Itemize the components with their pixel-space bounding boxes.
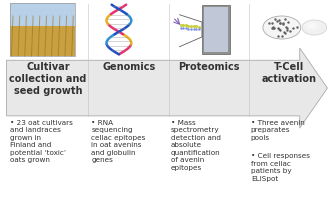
Bar bbox=[203, 7, 228, 52]
Circle shape bbox=[263, 16, 301, 39]
Text: • RNA
sequencing
celiac epitopes
in oat avenins
and globulin
genes: • RNA sequencing celiac epitopes in oat … bbox=[91, 120, 146, 163]
Text: Genomics: Genomics bbox=[103, 62, 156, 72]
Polygon shape bbox=[6, 48, 327, 128]
Bar bbox=[10, 3, 75, 56]
Text: Proteomics: Proteomics bbox=[178, 62, 240, 72]
Text: • Cell responses
from celiac
patients by
ELISpot: • Cell responses from celiac patients by… bbox=[251, 153, 310, 182]
Bar bbox=[202, 5, 230, 54]
Text: • 23 oat cultivars
and landraces
grown in
Finland and
potential ‘toxic’
oats gro: • 23 oat cultivars and landraces grown i… bbox=[10, 120, 73, 163]
Circle shape bbox=[309, 24, 314, 28]
Bar bbox=[10, 26, 75, 56]
Text: • Three avenin
preparates
pools: • Three avenin preparates pools bbox=[251, 120, 305, 141]
Bar bbox=[10, 3, 75, 27]
Circle shape bbox=[302, 20, 327, 35]
Circle shape bbox=[302, 20, 322, 32]
Circle shape bbox=[306, 22, 318, 30]
Circle shape bbox=[304, 21, 320, 31]
Text: Cultivar
collection and
seed growth: Cultivar collection and seed growth bbox=[9, 62, 87, 96]
Circle shape bbox=[308, 23, 316, 29]
Text: T-Cell
activation: T-Cell activation bbox=[262, 62, 317, 84]
Text: • Mass
spectrometry
detection and
absolute
quantification
of avenin
epitopes: • Mass spectrometry detection and absolu… bbox=[171, 120, 221, 171]
